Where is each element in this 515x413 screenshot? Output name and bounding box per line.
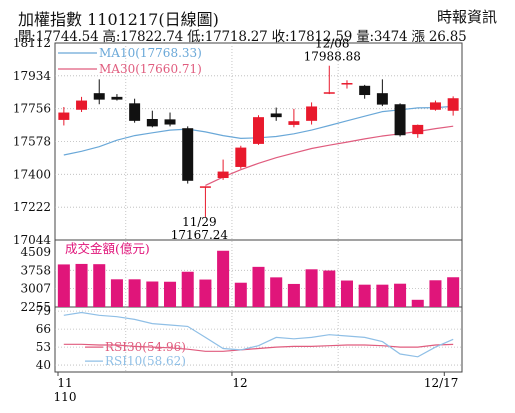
volume-tick-label: 3007 xyxy=(20,282,51,296)
candle-body xyxy=(111,96,123,100)
price-tick-label: 17044 xyxy=(13,233,52,247)
low-annotation-value: 17167.24 xyxy=(171,228,229,242)
candle-body xyxy=(376,93,388,105)
volume-bar xyxy=(358,284,371,307)
volume-bar xyxy=(447,277,460,307)
candle-body xyxy=(146,118,158,127)
volume-bar xyxy=(394,283,407,307)
price-tick-label: 17578 xyxy=(13,135,51,149)
price-tick-label: 17400 xyxy=(13,167,51,181)
candle-body xyxy=(323,92,335,94)
grid-lines xyxy=(55,43,462,376)
volume-bar xyxy=(305,269,318,307)
x-tick-label: 11 xyxy=(57,376,72,390)
candle-body xyxy=(217,171,229,179)
ma30-line xyxy=(205,125,454,186)
legend-label: MA30(17660.71) xyxy=(99,62,202,76)
low-annotation-date: 11/29 xyxy=(182,215,217,229)
candle-body xyxy=(76,100,88,110)
price-tick-label: 17222 xyxy=(13,200,51,214)
candle-body xyxy=(129,103,141,121)
volume-bar xyxy=(164,281,177,307)
volume-bar xyxy=(270,277,283,307)
candle-body xyxy=(270,113,282,118)
volume-bar xyxy=(376,284,389,307)
volume-bar xyxy=(146,281,159,307)
rsi10-line xyxy=(63,311,454,358)
price-stats: 開:17744.54 高:17822.74 低:17718.27 收:17812… xyxy=(18,29,467,45)
candle-body xyxy=(235,147,247,167)
candle-body xyxy=(182,128,194,181)
candle-body xyxy=(58,112,70,120)
candle-body xyxy=(341,83,353,85)
x-tick-label: 12/17 xyxy=(424,376,459,390)
volume-bar xyxy=(75,263,88,307)
volume-title: 成交金額(億元) xyxy=(65,241,150,256)
candle-body xyxy=(429,102,441,110)
candle-body xyxy=(253,117,264,144)
volume-bar xyxy=(110,279,123,307)
rsi-tick-label: 79 xyxy=(36,304,51,318)
volume-tick-label: 3758 xyxy=(20,263,51,277)
candle-body xyxy=(447,98,459,111)
chart-title: 加權指數 1101217(日線圖) xyxy=(18,10,219,29)
candle-body xyxy=(288,121,300,125)
volume-bar xyxy=(199,279,212,307)
rsi-legend-label: RSI30(54.96) xyxy=(105,340,186,354)
candle-body xyxy=(164,119,176,125)
candle-body xyxy=(412,124,424,135)
volume-tick-label: 4509 xyxy=(20,245,51,259)
volume-bar xyxy=(411,299,424,307)
high-annotation-value: 17988.88 xyxy=(304,50,361,64)
volume-bar xyxy=(323,270,336,307)
volume-bar xyxy=(181,271,194,307)
source-label: 時報資訊 xyxy=(436,8,497,26)
candle-body xyxy=(359,85,371,96)
volume-bar xyxy=(128,279,141,307)
volume-bar xyxy=(340,280,353,307)
rsi-tick-label: 40 xyxy=(36,358,51,372)
candle-body xyxy=(93,93,105,100)
x-tick-label: 12 xyxy=(232,376,247,390)
volume-bar xyxy=(429,280,442,307)
price-tick-label: 18112 xyxy=(13,36,51,50)
chart-marks xyxy=(57,52,460,362)
rsi-tick-label: 66 xyxy=(36,322,51,336)
volume-bar xyxy=(57,264,70,307)
volume-tick-label: 2255 xyxy=(20,300,51,314)
x-tick-sublabel: 110 xyxy=(54,390,77,404)
volume-bar xyxy=(234,282,247,307)
candle-body xyxy=(199,186,211,188)
price-tick-label: 17934 xyxy=(13,69,52,83)
rsi-tick-label: 53 xyxy=(36,340,51,354)
candle-body xyxy=(306,106,318,121)
volume-bar xyxy=(252,266,265,307)
rsi-legend-label: RSI10(58.62) xyxy=(105,354,186,368)
candle-body xyxy=(394,104,406,136)
volume-bar xyxy=(93,264,106,307)
legend-label: MA10(17768.33) xyxy=(99,46,202,60)
volume-bar xyxy=(287,283,300,307)
volume-bar xyxy=(217,250,230,307)
price-tick-label: 17756 xyxy=(13,102,51,116)
high-annotation-date: 12/08 xyxy=(315,37,350,51)
